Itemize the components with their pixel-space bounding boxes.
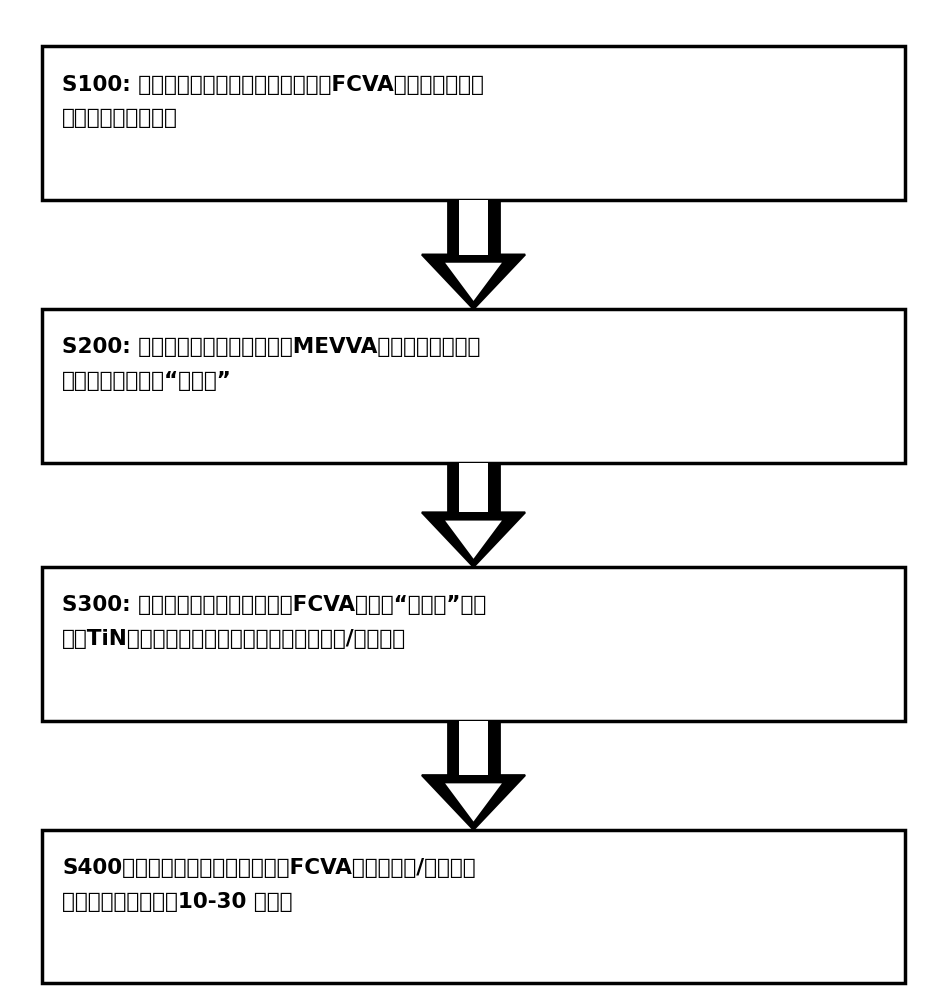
Polygon shape [445,263,502,301]
Text: S100: 利用磁过滤金属真空弧沉积系统（FCVA），对工件表面
进行金属离子束清洗: S100: 利用磁过滤金属真空弧沉积系统（FCVA），对工件表面 进行金属离子束… [63,75,484,128]
Polygon shape [445,521,502,559]
Polygon shape [445,783,502,822]
FancyBboxPatch shape [42,309,905,463]
Polygon shape [421,512,526,567]
FancyBboxPatch shape [459,200,488,255]
FancyBboxPatch shape [459,463,488,512]
FancyBboxPatch shape [42,567,905,721]
FancyBboxPatch shape [448,463,499,512]
Text: S200: 利用金属真空蒸汽离子源（MEVVA），向所述工件注
入金属，形成所述“钉扎层”: S200: 利用金属真空蒸汽离子源（MEVVA），向所述工件注 入金属，形成所述… [63,337,481,391]
FancyBboxPatch shape [448,200,499,255]
FancyBboxPatch shape [42,830,905,983]
Polygon shape [421,775,526,830]
FancyBboxPatch shape [42,46,905,200]
Text: S300: 利用金属真空弧沉积系统（FCVA），在“钉扎层”表面
沉积TiN，同时进气量利用软件控制系统进行正/余弦调制: S300: 利用金属真空弧沉积系统（FCVA），在“钉扎层”表面 沉积TiN，同… [63,595,487,649]
FancyBboxPatch shape [448,721,499,775]
Text: S400：利用金属真空弧沉积系统（FCVA），重复正/余弦调制
周期直至膜层厚度在10-30 微米。: S400：利用金属真空弧沉积系统（FCVA），重复正/余弦调制 周期直至膜层厚度… [63,858,476,912]
Polygon shape [421,255,526,309]
FancyBboxPatch shape [459,721,488,775]
